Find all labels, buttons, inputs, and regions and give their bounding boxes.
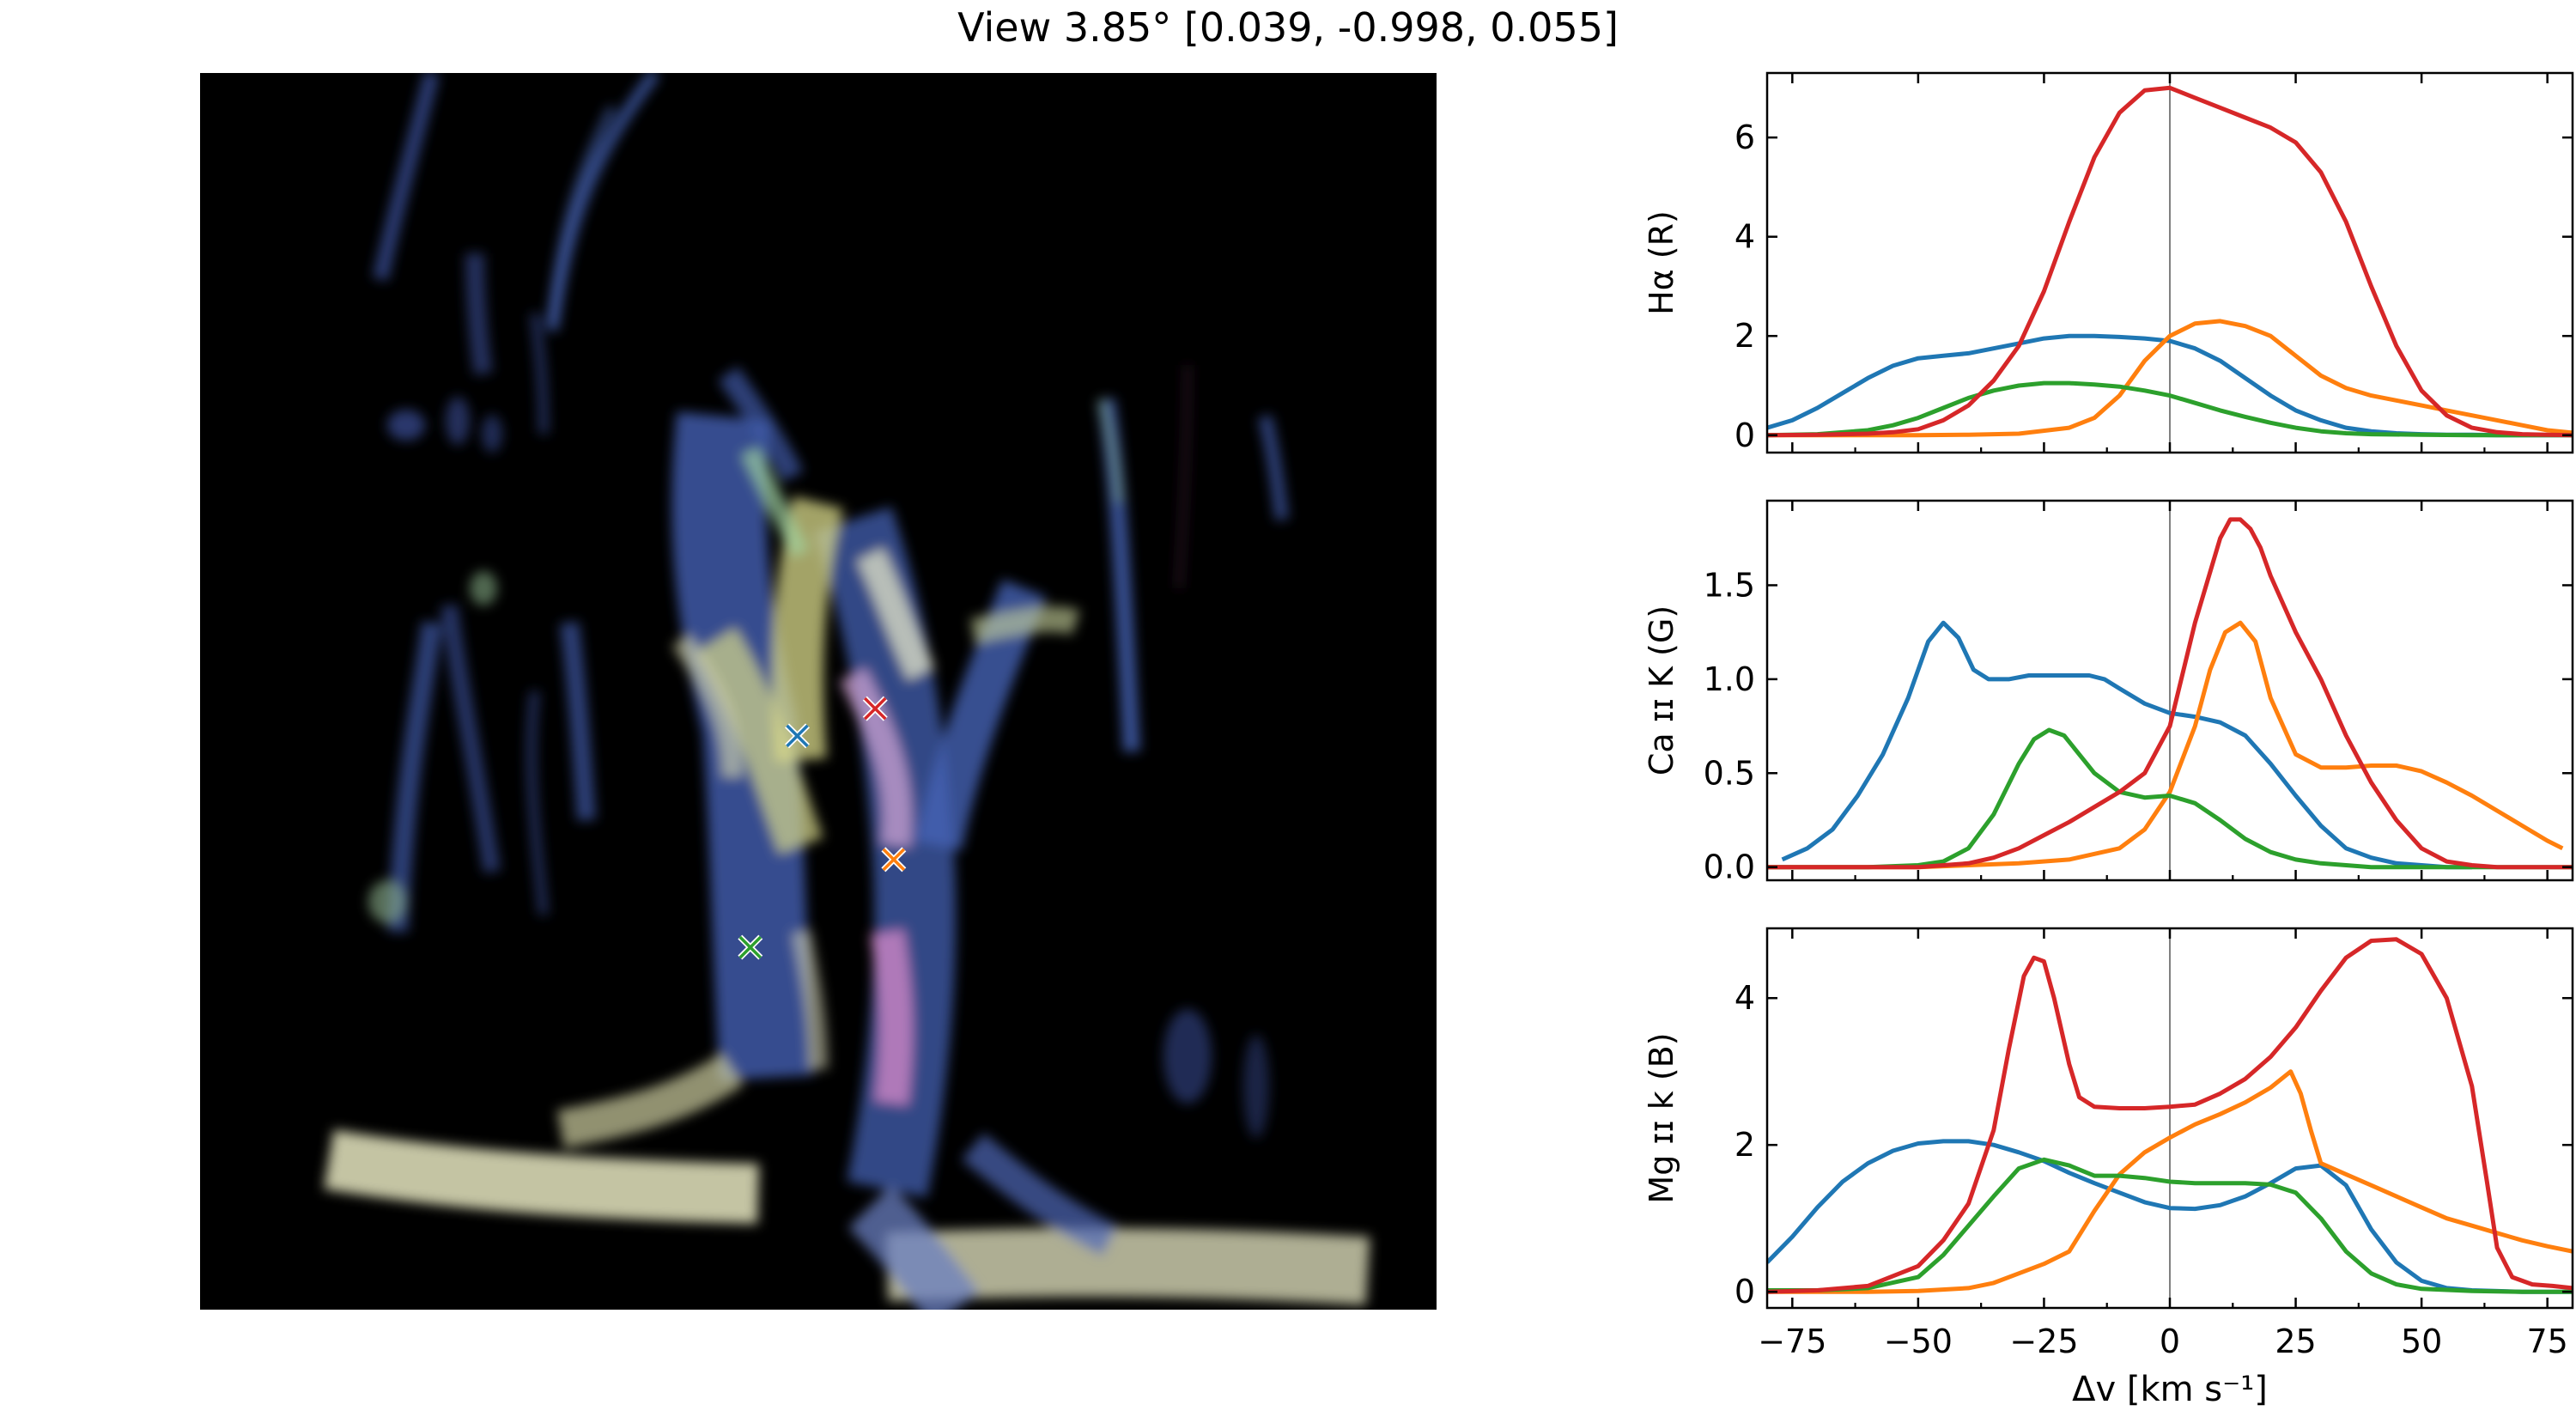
image-structures (324, 73, 1370, 1310)
x-tick-label: 50 (2401, 1323, 2442, 1360)
rgb-image-panel (200, 73, 1437, 1310)
marker-blue (785, 723, 810, 749)
series-line-4 (1767, 517, 2573, 870)
y-tick-label: 2 (1735, 1126, 1755, 1164)
x-tick-label: 25 (2275, 1323, 2316, 1360)
y-tick-label: 0 (1735, 1273, 1755, 1311)
y-axis-label: Mg ɪɪ k (B) (1643, 1032, 1680, 1203)
x-tick-label: 75 (2527, 1323, 2568, 1360)
series-line-4 (1767, 937, 2573, 1294)
y-tick-label: 0.0 (1704, 848, 1755, 886)
y-tick-label: 1.5 (1704, 566, 1755, 604)
y-tick-label: 6 (1735, 119, 1755, 156)
x-axis-label: Δv [km s⁻¹] (2072, 1370, 2268, 1409)
y-tick-label: 4 (1735, 218, 1755, 256)
chart-panel-3: −75 −50 −25 0 25 50 75 0 2 4 Mg ɪɪ k (B) Δv [km s⁻¹… (1643, 927, 2574, 1409)
marker-red (862, 696, 888, 721)
y-axis-label: Hα (R) (1643, 210, 1680, 315)
chart-panel-1: 0 2 4 6 Hα (R) (1643, 71, 2574, 454)
x-tick-label: 0 (2160, 1323, 2180, 1360)
marker-orange (881, 847, 907, 873)
y-tick-label: 4 (1735, 979, 1755, 1017)
y-tick-label: 0.5 (1704, 754, 1755, 792)
x-tick-label: −25 (2009, 1323, 2078, 1360)
series-line-3 (1767, 380, 2573, 438)
y-tick-label: 1.0 (1704, 660, 1755, 698)
rgb-composite-image (200, 73, 1437, 1310)
x-tick-label: −75 (1758, 1323, 1826, 1360)
series-line-3 (1767, 727, 2573, 870)
y-axis-label: Ca ɪɪ K (G) (1643, 605, 1680, 775)
figure-title: View 3.85° [0.039, -0.998, 0.055] (957, 4, 1619, 51)
x-tick-label: −50 (1884, 1323, 1953, 1360)
series-line-2 (1767, 620, 2564, 870)
y-tick-label: 2 (1735, 317, 1755, 355)
series-line-3 (1767, 1157, 2573, 1294)
position-markers (738, 696, 907, 960)
marker-green (738, 934, 763, 960)
chart-panel-2: 0.0 0.5 1.0 1.5 Ca ɪɪ K (G) (1643, 499, 2574, 886)
series-line-1 (1781, 620, 2472, 870)
series-line-2 (1767, 1069, 2573, 1294)
series-line-1 (1767, 1139, 2573, 1294)
y-tick-label: 0 (1735, 417, 1755, 454)
series-line-2 (1767, 319, 2573, 438)
series-line-4 (1767, 85, 2573, 438)
